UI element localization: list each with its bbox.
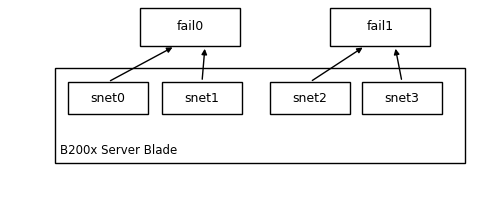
Bar [162,82,242,114]
Text: snet1: snet1 [185,92,219,104]
Bar [330,8,430,46]
Bar [140,8,240,46]
Bar [362,82,442,114]
Text: B200x Server Blade: B200x Server Blade [60,144,177,157]
Bar [68,82,148,114]
Text: snet0: snet0 [90,92,125,104]
Text: snet2: snet2 [292,92,328,104]
Text: fail0: fail0 [176,20,204,34]
Text: snet3: snet3 [384,92,419,104]
Text: fail1: fail1 [367,20,394,34]
Bar [55,68,465,163]
Bar [270,82,350,114]
